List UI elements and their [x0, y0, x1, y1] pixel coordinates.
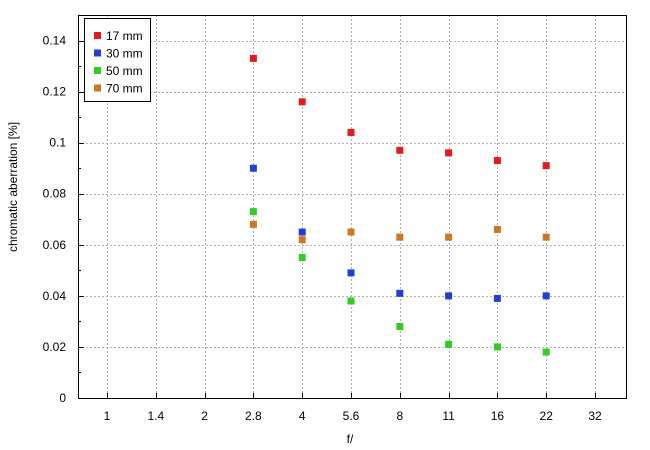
series-30-mm [249, 164, 550, 302]
x-tick-label: 5.6 [343, 409, 360, 423]
x-tick-label: 22 [540, 409, 554, 423]
legend-swatch [94, 67, 101, 74]
data-point [542, 348, 550, 356]
data-point [542, 162, 550, 170]
y-axis-title: chromatic aberration [%] [6, 122, 20, 252]
data-point [298, 228, 306, 236]
legend: 17 mm 30 mm 50 mm 70 mm [84, 18, 151, 102]
legend-label: 17 mm [106, 29, 143, 43]
x-tick-label: 32 [588, 409, 602, 423]
y-tick-label: 0.02 [43, 340, 67, 354]
data-point [493, 343, 501, 351]
data-point [445, 233, 453, 241]
data-point [493, 294, 501, 302]
data-point [347, 297, 355, 305]
legend-label: 70 mm [106, 82, 143, 96]
data-point [298, 236, 306, 244]
data-point [493, 225, 501, 233]
legend-swatch [94, 49, 101, 57]
y-tick-label: 0.06 [43, 238, 67, 252]
legend-label: 30 mm [106, 47, 143, 61]
x-tick-label: 8 [396, 409, 403, 423]
data-point [249, 220, 257, 228]
y-axis: 0 0.02 0.04 0.06 0.08 0.1 0.12 0.14 [43, 34, 67, 405]
x-tick-label: 2 [201, 409, 208, 423]
x-tick-label: 11 [442, 409, 455, 423]
data-point [298, 254, 306, 262]
series-50-mm [249, 208, 550, 356]
plot-area [78, 15, 627, 399]
x-tick-label: 2.8 [245, 409, 262, 423]
y-tick-label: 0.1 [49, 136, 66, 150]
axis-ticks [78, 15, 596, 399]
x-axis-title: f/ [347, 432, 354, 446]
x-tick-label: 16 [491, 409, 505, 423]
data-point [347, 228, 355, 236]
data-point [542, 233, 550, 241]
y-tick-label: 0.04 [43, 289, 67, 303]
series-70-mm [249, 220, 550, 244]
y-tick-label: 0 [59, 391, 66, 405]
x-tick-label: 1.4 [147, 409, 164, 423]
legend-label: 50 mm [106, 64, 143, 78]
data-point [249, 208, 257, 216]
data-point [445, 292, 453, 300]
x-axis: 1 1.4 2 2.8 4 5.6 8 11 16 22 32 [104, 409, 602, 423]
data-point [396, 323, 404, 331]
data-point [396, 146, 404, 154]
data-point [396, 233, 404, 241]
legend-swatch [94, 32, 101, 39]
data-point [347, 269, 355, 277]
series-17-mm [249, 54, 550, 170]
data-point [396, 289, 404, 297]
data-point [445, 149, 453, 157]
data-point [347, 128, 355, 136]
data-point [542, 292, 550, 300]
x-tick-label: 4 [299, 409, 306, 423]
y-tick-label: 0.08 [43, 187, 67, 201]
data-point [249, 54, 257, 62]
data-points [249, 54, 550, 356]
legend-swatch [94, 84, 101, 92]
data-point [249, 164, 257, 172]
data-point [445, 340, 453, 348]
data-point [298, 98, 306, 106]
data-point [493, 157, 501, 165]
x-tick-label: 1 [104, 409, 111, 423]
y-tick-label: 0.14 [43, 34, 67, 48]
grid [78, 15, 626, 398]
y-tick-label: 0.12 [43, 85, 67, 99]
